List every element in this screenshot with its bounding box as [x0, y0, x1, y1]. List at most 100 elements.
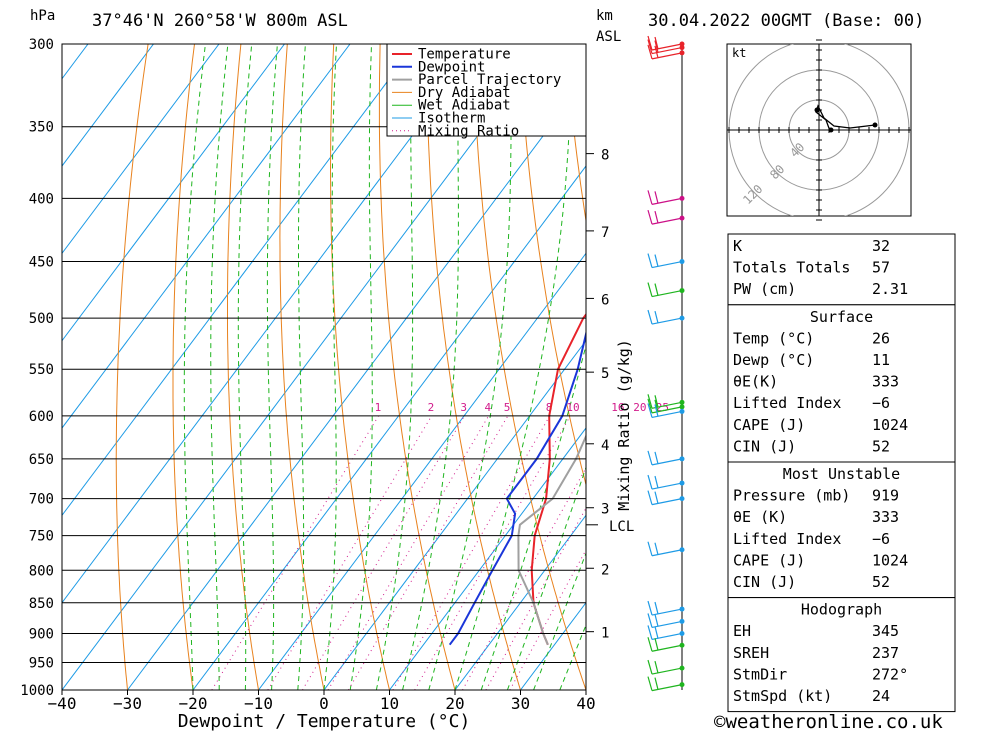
wind-barb-flag: [654, 542, 659, 555]
wind-level-dot: [679, 195, 685, 201]
km-tick-label: 5: [601, 366, 609, 382]
wind-barb-flag: [654, 45, 659, 59]
index-label: Temp (°C): [733, 329, 814, 347]
datetime-title: 30.04.2022 00GMT (Base: 00): [648, 11, 924, 31]
pressure-tick-label: 500: [29, 311, 54, 327]
pressure-tick-label: 450: [29, 255, 54, 271]
mixing-ratio-value-label: 10: [566, 401, 579, 414]
index-label: Lifted Index: [733, 530, 841, 548]
dry-adiabat-line: [115, 44, 149, 690]
wind-barb-flag: [654, 601, 659, 615]
index-value: 345: [872, 622, 899, 640]
wind-barb-flag: [647, 659, 653, 675]
wind-barb-staff: [651, 482, 683, 490]
wet-adiabat-line: [237, 44, 253, 690]
index-label: θE (K): [733, 508, 787, 526]
wind-barb-flag: [654, 638, 659, 651]
wind-barb-flag: [647, 637, 653, 652]
pressure-tick-label: 850: [29, 596, 54, 612]
indices-table: [727, 233, 956, 306]
wet-adiabat-line: [183, 44, 206, 690]
index-label: Dewp (°C): [733, 351, 814, 369]
pressure-tick-label: 600: [29, 409, 54, 425]
km-tick-label: 3: [601, 502, 609, 518]
indices-section-title: Most Unstable: [783, 465, 900, 483]
hodograph-point: [814, 107, 820, 113]
wind-level-dot: [679, 642, 685, 648]
legend-box: [386, 43, 587, 137]
index-value: 57: [872, 259, 890, 277]
dry-adiabat-line: [227, 44, 259, 690]
index-label: θE(K): [733, 373, 778, 391]
copyright-text: ©weatheronline.co.uk: [714, 711, 943, 733]
wind-level-dot: [679, 408, 685, 414]
x-tick-label: −40: [48, 694, 77, 713]
index-label: Pressure (mb): [733, 487, 850, 505]
legend-entry: Dry Adiabat: [418, 85, 511, 101]
wind-barb-flag: [647, 613, 653, 628]
wind-barb-staff: [651, 217, 683, 225]
wet-adiabat-line: [297, 44, 306, 690]
isotherm-line: [62, 44, 351, 429]
wind-barb-flag: [654, 395, 659, 408]
index-value: 52: [872, 573, 890, 591]
wind-level-dot: [679, 50, 685, 56]
index-value: 1024: [872, 551, 908, 569]
hodograph-point: [872, 122, 878, 128]
indices-panel: K 32 Totals Totals 57 PW (cm) 2.31 Surface Temp…: [727, 233, 956, 713]
indices-table: [727, 304, 956, 463]
isotherm-line: [192, 165, 586, 690]
wind-level-dot: [679, 315, 685, 321]
mixing-ratio-value-label: 16: [611, 401, 624, 414]
wind-barb-flag: [647, 44, 653, 60]
pressure-tick-label: 350: [29, 120, 54, 136]
lcl-label: LCL: [609, 519, 634, 535]
mixing-ratio-value-label: 20: [633, 401, 646, 414]
mixing-ratio-value-label: 3: [460, 401, 467, 414]
wind-barb-flag: [647, 600, 653, 616]
pressure-tick-label: 800: [29, 563, 54, 579]
index-value: 333: [872, 373, 899, 391]
km-tick-label: 1: [601, 626, 609, 642]
wind-profile: [647, 35, 685, 692]
indices-table: [727, 461, 956, 599]
mixing-ratio-line: [414, 415, 571, 690]
wind-barb-flag: [654, 191, 659, 204]
wind-barb-staff: [651, 410, 683, 419]
mixing-ratio-value-label: 5: [504, 401, 511, 414]
wind-barb-flag: [647, 309, 653, 325]
wet-adiabat-line: [210, 44, 229, 690]
mixing-ratio-axis-label: Mixing Ratio (g/kg): [615, 339, 633, 511]
wind-barb-flag: [647, 403, 653, 418]
legend-entry: Mixing Ratio: [418, 123, 519, 139]
wind-barb-flag: [647, 35, 653, 51]
wind-barb-flag: [654, 660, 659, 674]
wind-barb-flag: [654, 404, 659, 417]
wind-level-dot: [679, 215, 685, 221]
wind-barb-flag: [647, 625, 653, 640]
pressure-unit-label: hPa: [30, 8, 55, 24]
km-tick-label: 8: [601, 148, 609, 164]
wind-barb-staff: [651, 667, 683, 675]
wind-barb-staff: [651, 52, 683, 60]
wind-barb-staff: [651, 289, 683, 298]
wet-adiabat-line: [428, 44, 512, 690]
wind-barb-staff: [651, 197, 683, 205]
isotherm-line: [323, 339, 586, 690]
wind-level-dot: [679, 259, 685, 265]
wind-barb-flag: [647, 398, 653, 414]
hodograph-trace: [815, 104, 876, 132]
wind-barb-flag: [654, 677, 659, 690]
dry-adiabat-line: [172, 44, 195, 690]
location-title: 37°46'N 260°58'W 800m ASL: [92, 11, 348, 31]
index-value: 272°: [872, 665, 908, 683]
pressure-tick-label: 750: [29, 529, 54, 545]
x-tick-label: 20: [445, 694, 464, 713]
wind-level-dot: [679, 480, 685, 486]
legend-entry: Parcel Trajectory: [418, 72, 561, 88]
dry-adiabat-line: [378, 44, 456, 690]
km-tick-label: 2: [601, 562, 609, 578]
